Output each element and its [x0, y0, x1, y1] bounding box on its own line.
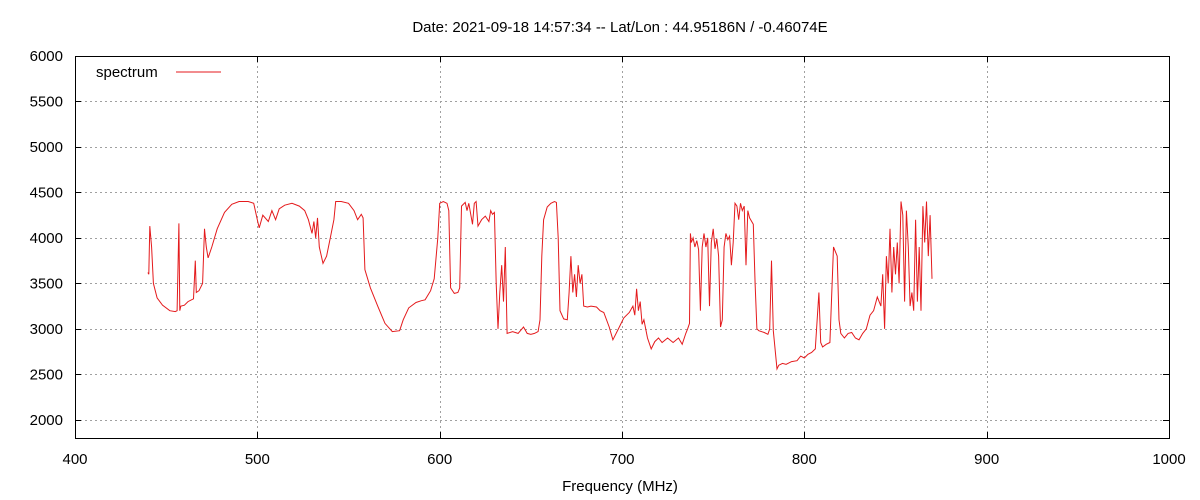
y-tick-label: 4500 [30, 184, 63, 201]
axis-ticks: 400 500 600 700 800 900 1000 2000 2500 3000 3500 40… [30, 48, 1186, 468]
y-tick-label: 2000 [30, 412, 63, 429]
grid-lines [75, 56, 1169, 438]
y-tick-label: 3000 [30, 321, 63, 338]
y-tick-label: 6000 [30, 48, 63, 65]
x-tick-label: 800 [792, 451, 817, 468]
chart-title: Date: 2021-09-18 14:57:34 -- Lat/Lon : 4… [412, 19, 827, 36]
y-tick-label: 5000 [30, 139, 63, 156]
legend: spectrum [96, 64, 221, 81]
spectrum-line [147, 200, 933, 371]
x-axis-label: Frequency (MHz) [562, 478, 678, 495]
x-tick-label: 900 [974, 451, 999, 468]
y-tick-label: 5500 [30, 93, 63, 110]
y-tick-label: 4000 [30, 230, 63, 247]
y-tick-label: 2500 [30, 366, 63, 383]
y-tick-label: 3500 [30, 275, 63, 292]
plot-frame [75, 56, 1170, 439]
x-tick-label: 400 [62, 451, 87, 468]
x-tick-label: 700 [609, 451, 634, 468]
legend-label: spectrum [96, 64, 158, 81]
x-tick-label: 600 [427, 451, 452, 468]
x-tick-label: 500 [245, 451, 270, 468]
x-tick-label: 1000 [1152, 451, 1185, 468]
